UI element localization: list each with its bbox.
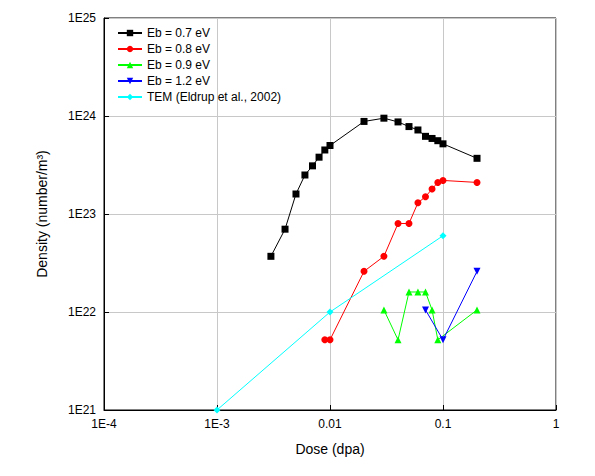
svg-text:1E24: 1E24 — [68, 109, 96, 123]
svg-text:1E-3: 1E-3 — [204, 417, 230, 431]
svg-text:1E21: 1E21 — [68, 403, 96, 417]
svg-text:Eb = 0.7 eV: Eb = 0.7 eV — [147, 26, 210, 40]
svg-text:Dose (dpa): Dose (dpa) — [295, 441, 364, 457]
svg-text:1E22: 1E22 — [68, 305, 96, 319]
svg-text:Density (number/m³): Density (number/m³) — [34, 150, 50, 278]
svg-text:0.01: 0.01 — [318, 417, 342, 431]
svg-text:0.1: 0.1 — [435, 417, 452, 431]
svg-text:1E25: 1E25 — [68, 11, 96, 25]
svg-text:1E-4: 1E-4 — [91, 417, 117, 431]
svg-text:Eb = 0.9 eV: Eb = 0.9 eV — [147, 58, 210, 72]
svg-text:1E23: 1E23 — [68, 207, 96, 221]
svg-text:Eb = 0.8 eV: Eb = 0.8 eV — [147, 42, 210, 56]
svg-text:Eb = 1.2 eV: Eb = 1.2 eV — [147, 74, 210, 88]
svg-text:1: 1 — [553, 417, 560, 431]
svg-text:TEM (Eldrup et al., 2002): TEM (Eldrup et al., 2002) — [147, 90, 281, 104]
